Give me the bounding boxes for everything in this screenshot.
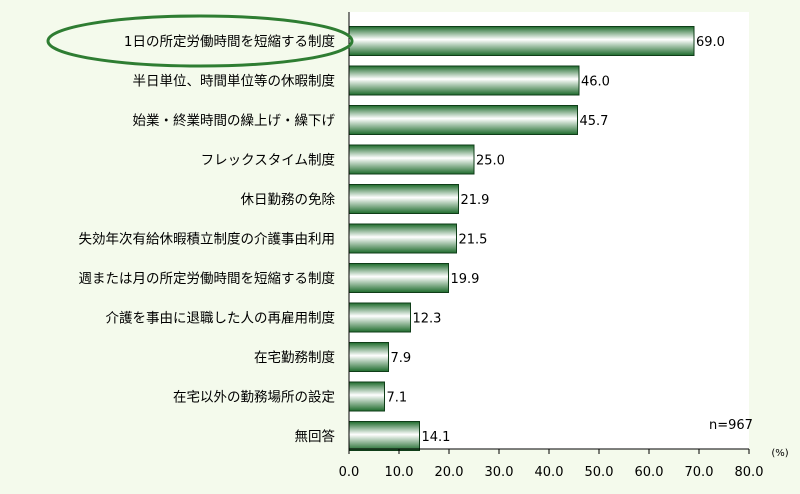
x-tick-label: 30.0 xyxy=(485,465,514,480)
bar xyxy=(348,184,459,214)
category-label: 週または月の所定労働時間を短縮する制度 xyxy=(79,271,336,287)
value-label: 19.9 xyxy=(451,272,480,287)
category-label: 在宅以外の勤務場所の設定 xyxy=(173,390,335,406)
x-tick-label: 70.0 xyxy=(685,465,714,480)
x-tick-label: 40.0 xyxy=(535,465,564,480)
bars-layer xyxy=(348,26,695,451)
bar xyxy=(348,263,449,293)
x-tick-label: 10.0 xyxy=(385,465,414,480)
bar xyxy=(348,421,420,451)
x-tick-label: 80.0 xyxy=(735,465,764,480)
value-label: 45.7 xyxy=(580,114,609,129)
category-label: 在宅勤務制度 xyxy=(254,350,335,366)
bar xyxy=(348,105,578,135)
bar xyxy=(348,144,475,175)
labels-layer: 1日の所定労働時間を短縮する制度 69.0 半日単位、時間単位等の休暇制度 46.0 始… xyxy=(79,34,725,445)
value-label: 69.0 xyxy=(696,35,725,50)
value-label: 25.0 xyxy=(476,154,505,169)
category-label: 1日の所定労働時間を短縮する制度 xyxy=(124,34,335,50)
x-tick-label: 0.0 xyxy=(339,465,360,480)
value-label: 21.5 xyxy=(459,233,488,248)
x-tick-label: 60.0 xyxy=(635,465,664,480)
value-label: 12.3 xyxy=(413,312,442,327)
sample-size-note: n=967 xyxy=(709,418,753,433)
value-label: 7.1 xyxy=(387,391,408,406)
unit-label: (%) xyxy=(771,448,788,459)
x-tick-label: 50.0 xyxy=(585,465,614,480)
category-label: 介護を事由に退職した人の再雇用制度 xyxy=(106,310,336,327)
value-label: 14.1 xyxy=(422,430,451,445)
bar xyxy=(348,381,385,412)
x-tick-label: 20.0 xyxy=(435,465,464,480)
category-label: 始業・終業時間の繰上げ・繰下げ xyxy=(133,113,336,129)
x-ticks-layer: 0.0 10.0 20.0 30.0 40.0 50.0 60.0 70.0 80.0 xyxy=(339,449,764,480)
category-label: 半日単位、時間単位等の休暇制度 xyxy=(133,73,336,90)
bar xyxy=(348,223,457,254)
value-label: 7.9 xyxy=(391,351,412,366)
value-label: 46.0 xyxy=(581,75,610,90)
value-label: 21.9 xyxy=(461,193,490,208)
category-label: 無回答 xyxy=(295,428,336,445)
category-label: フレックスタイム制度 xyxy=(201,153,335,169)
highlight-ellipse xyxy=(46,14,354,68)
bar xyxy=(348,26,695,56)
bar xyxy=(348,65,580,96)
bar xyxy=(348,302,411,333)
category-label: 休日勤務の免除 xyxy=(241,192,336,208)
bar xyxy=(348,342,389,372)
category-label: 失効年次有給休暇積立制度の介護事由利用 xyxy=(79,232,336,248)
